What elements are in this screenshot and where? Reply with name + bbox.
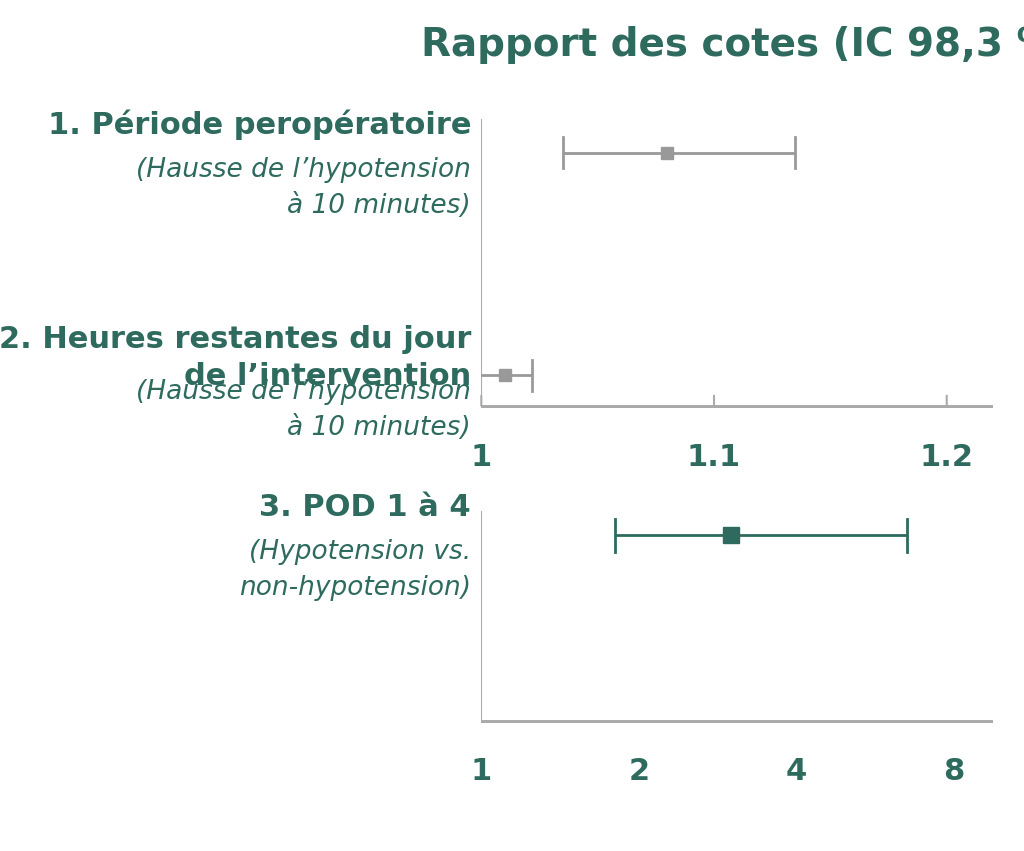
Text: à 10 minutes): à 10 minutes) (288, 415, 471, 441)
Text: (Hypotension vs.: (Hypotension vs. (249, 540, 471, 565)
Text: non-hypotension): non-hypotension) (239, 575, 471, 601)
Text: 2: 2 (629, 757, 649, 786)
Text: (Hausse de l’hypotension: (Hausse de l’hypotension (136, 157, 471, 183)
Text: 4: 4 (786, 757, 807, 786)
Text: de l’intervention: de l’intervention (183, 363, 471, 391)
Text: 8: 8 (943, 757, 965, 786)
Text: 3. POD 1 à 4: 3. POD 1 à 4 (259, 494, 471, 523)
Text: (Hausse de l’hypotension: (Hausse de l’hypotension (136, 380, 471, 405)
Text: 1: 1 (471, 443, 492, 471)
Text: à 10 minutes): à 10 minutes) (288, 192, 471, 219)
Text: 2. Heures restantes du jour: 2. Heures restantes du jour (0, 325, 471, 354)
Text: 1.2: 1.2 (920, 443, 974, 471)
Text: Rapport des cotes (IC 98,3 %): Rapport des cotes (IC 98,3 %) (421, 26, 1024, 64)
Text: 1.1: 1.1 (687, 443, 741, 471)
Text: 1: 1 (471, 757, 492, 786)
Text: 1. Période peropératoire: 1. Période peropératoire (47, 109, 471, 140)
